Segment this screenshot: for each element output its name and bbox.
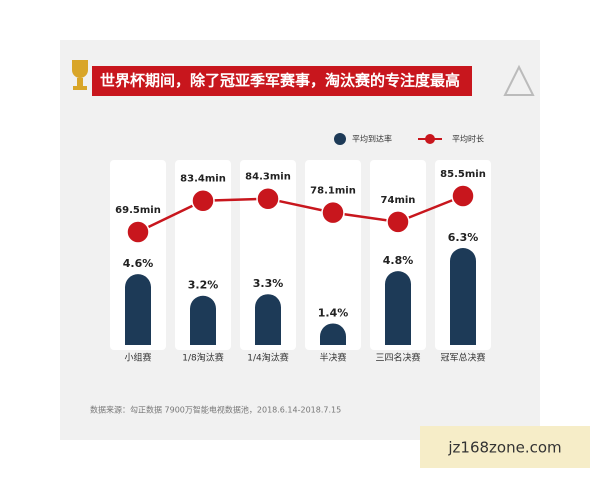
data-label: 85.5min xyxy=(440,169,486,180)
line-marker xyxy=(256,186,280,211)
source-note: 数据来源：勾正数据 7900万智能电视数据池，2018.6.14-2018.7.… xyxy=(90,405,341,415)
column-bg xyxy=(110,160,166,350)
x-tick-label: 冠军总决赛 xyxy=(440,352,485,364)
bar xyxy=(190,295,216,345)
x-tick-label: 小组赛 xyxy=(124,352,151,364)
bar xyxy=(450,248,476,345)
column-bg xyxy=(370,160,426,350)
data-label: 4.6% xyxy=(123,257,154,270)
data-label: 69.5min xyxy=(115,205,161,216)
column-bg xyxy=(240,160,296,350)
legend-marker xyxy=(334,133,346,145)
legend-marker xyxy=(425,134,435,144)
x-tick-label: 1/8淘汰赛 xyxy=(182,352,224,364)
line-marker xyxy=(191,188,215,213)
title-banner xyxy=(92,66,472,96)
line-marker xyxy=(321,200,345,225)
bar xyxy=(125,274,151,345)
bar xyxy=(320,323,346,345)
line-marker xyxy=(126,220,150,244)
data-label: 78.1min xyxy=(310,186,356,197)
x-tick-label: 三四名决赛 xyxy=(375,352,420,364)
data-label: 3.2% xyxy=(188,279,219,292)
watermark: jz168zone.com xyxy=(447,439,561,457)
chart-title: 世界杯期间，除了冠亚季军赛事，淘汰赛的专注度最高 xyxy=(100,72,460,90)
x-tick-label: 1/4淘汰赛 xyxy=(247,352,289,364)
bar xyxy=(385,271,411,345)
data-label: 6.3% xyxy=(448,231,479,244)
logo xyxy=(503,64,535,96)
data-label: 84.3min xyxy=(245,172,291,183)
data-label: 1.4% xyxy=(318,306,349,319)
trophy-icon xyxy=(72,60,88,90)
data-label: 4.8% xyxy=(383,254,414,267)
legend-label: 平均时长 xyxy=(452,134,484,144)
line-marker xyxy=(386,210,410,234)
legend-label: 平均到达率 xyxy=(352,134,392,144)
data-label: 3.3% xyxy=(253,277,284,290)
data-label: 74min xyxy=(381,195,416,206)
line-marker xyxy=(451,184,475,208)
bar xyxy=(255,294,281,345)
data-label: 83.4min xyxy=(180,174,226,185)
x-tick-label: 半决赛 xyxy=(319,352,346,364)
watermark-box xyxy=(420,426,590,468)
column-bg xyxy=(305,160,361,350)
